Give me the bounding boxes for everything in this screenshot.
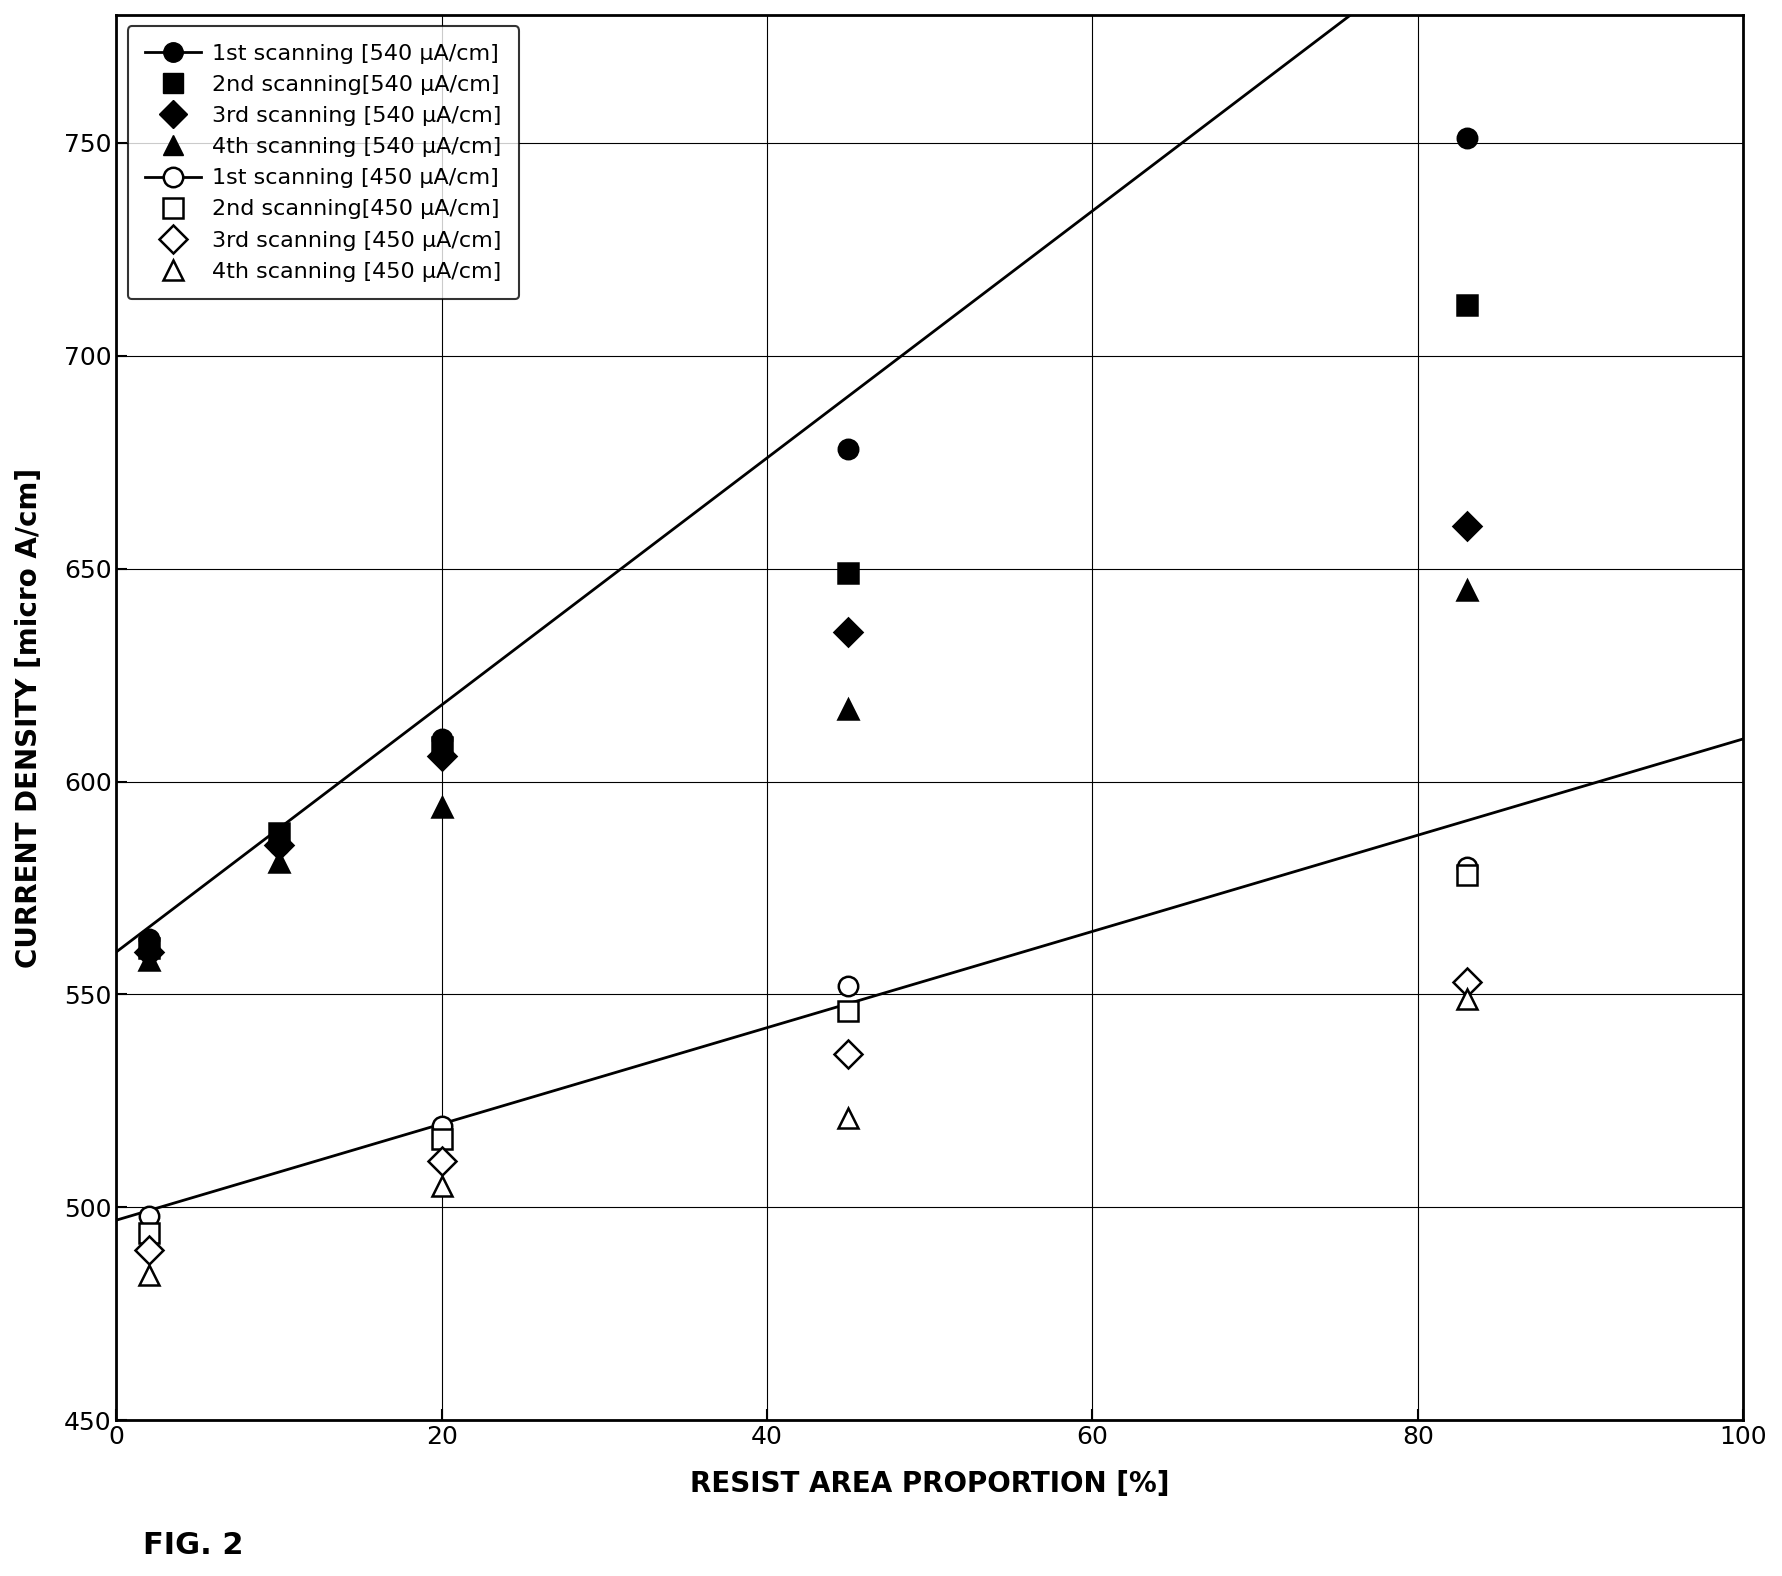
Y-axis label: CURRENT DENSITY [micro A/cm]: CURRENT DENSITY [micro A/cm] — [14, 468, 43, 968]
X-axis label: RESIST AREA PROPORTION [%]: RESIST AREA PROPORTION [%] — [690, 1470, 1169, 1497]
Text: FIG. 2: FIG. 2 — [143, 1532, 242, 1560]
Legend: 1st scanning [540 μA/cm], 2nd scanning[540 μA/cm], 3rd scanning [540 μA/cm], 4th: 1st scanning [540 μA/cm], 2nd scanning[5… — [128, 27, 519, 299]
